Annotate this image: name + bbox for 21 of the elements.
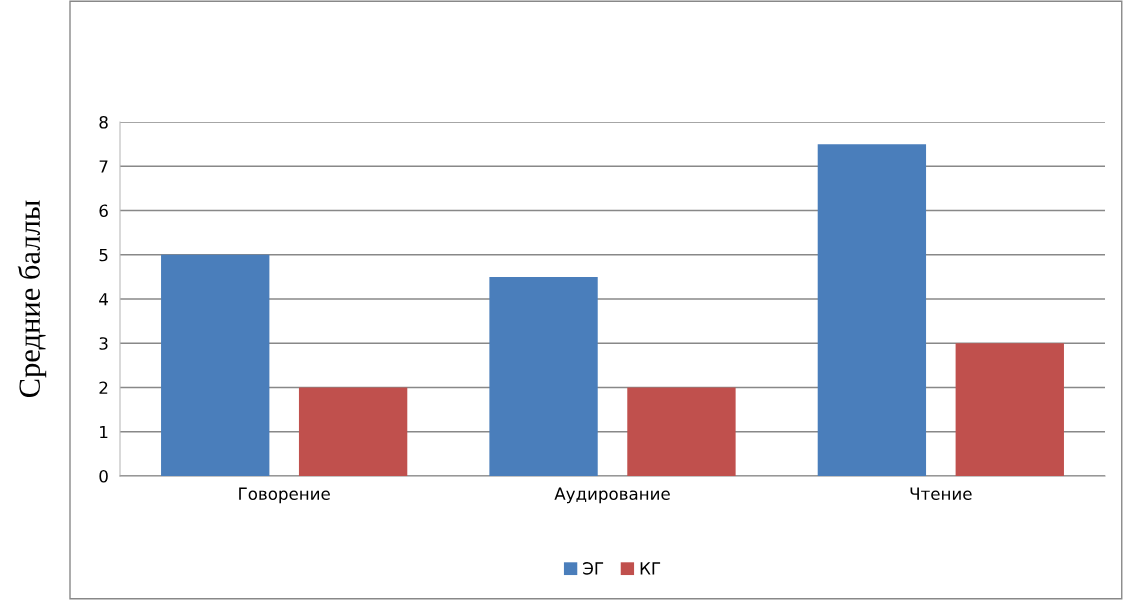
y-tick-label: 6: [99, 204, 108, 218]
y-axis-title: Средние баллы: [17, 200, 47, 398]
bar: [627, 387, 736, 476]
y-tick-label: 8: [99, 115, 108, 129]
legend-label: ЭГ: [583, 562, 604, 575]
x-tick-label: Чтение: [910, 487, 972, 501]
y-tick-label: 4: [99, 293, 108, 306]
bar: [489, 276, 598, 476]
bar: [161, 254, 270, 476]
y-tick-label: 1: [100, 425, 108, 439]
y-tick-label: 5: [99, 248, 108, 262]
y-tick-label: 2: [99, 381, 108, 394]
x-tick-label: Аудирование: [554, 487, 670, 504]
bar: [817, 144, 927, 476]
y-tick-label: 7: [99, 160, 108, 173]
bar: [955, 343, 1064, 476]
y-tick-label: 0: [99, 469, 108, 483]
y-tick-label: 3: [99, 337, 108, 350]
legend-label: КГ: [640, 562, 661, 575]
bar: [298, 387, 408, 476]
x-tick-label: Говорение: [239, 487, 330, 504]
